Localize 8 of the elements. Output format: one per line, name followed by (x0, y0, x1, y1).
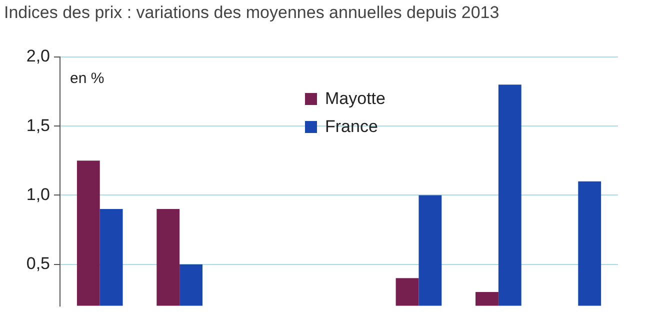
annotation: en % (70, 70, 104, 87)
legend-label: Mayotte (325, 89, 386, 109)
y-tick-label: 1,5 (26, 116, 50, 135)
y-tick-label: 1,0 (26, 184, 50, 204)
chart-title: Indices des prix : variations des moyennes annuelles depuis 2013 (4, 3, 500, 23)
y-tick-label: 0,5 (26, 254, 50, 274)
legend-label: France (325, 117, 378, 137)
y-tick-label: 2,0 (26, 46, 50, 66)
